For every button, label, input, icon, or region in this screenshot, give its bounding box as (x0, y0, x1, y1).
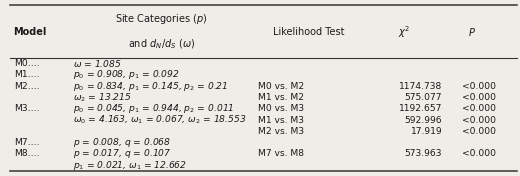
Text: M0 vs. M3: M0 vs. M3 (258, 104, 304, 113)
Text: M0 vs. M2: M0 vs. M2 (258, 82, 304, 91)
Text: <0.000: <0.000 (462, 93, 496, 102)
Text: M8….: M8…. (15, 149, 40, 158)
Text: Site Categories ($p$): Site Categories ($p$) (115, 12, 207, 26)
Text: $p_0$ = 0.045, $p_1$ = 0.944, $p_2$ = 0.011: $p_0$ = 0.045, $p_1$ = 0.944, $p_2$ = 0.… (73, 102, 234, 115)
Text: $p_0$ = 0.834, $p_1$ = 0.145, $p_2$ = 0.21: $p_0$ = 0.834, $p_1$ = 0.145, $p_2$ = 0.… (73, 80, 228, 93)
Text: <0.000: <0.000 (462, 82, 496, 91)
Text: M7 vs. M8: M7 vs. M8 (258, 149, 304, 158)
Text: <0.000: <0.000 (462, 149, 496, 158)
Text: $\omega_2$ = 13.215: $\omega_2$ = 13.215 (73, 91, 132, 104)
Text: $p$ = 0.017, $q$ = 0.107: $p$ = 0.017, $q$ = 0.107 (73, 147, 171, 160)
Text: <0.000: <0.000 (462, 104, 496, 113)
Text: M1 vs. M3: M1 vs. M3 (258, 115, 304, 125)
Text: M3….: M3…. (15, 104, 40, 113)
Text: $p_0$ = 0.908, $p_1$ = 0.092: $p_0$ = 0.908, $p_1$ = 0.092 (73, 68, 179, 81)
Text: 575.077: 575.077 (405, 93, 442, 102)
Text: M2….: M2…. (15, 82, 40, 91)
Text: <0.000: <0.000 (462, 127, 496, 136)
Text: M1….: M1…. (15, 70, 40, 80)
Text: and $d_N/d_S$ ($\omega$): and $d_N/d_S$ ($\omega$) (128, 37, 195, 51)
Text: Model: Model (13, 27, 46, 37)
Text: 1192.657: 1192.657 (399, 104, 442, 113)
Text: $p$ = 0.008, $q$ = 0.068: $p$ = 0.008, $q$ = 0.068 (73, 136, 171, 149)
Text: $P$: $P$ (468, 26, 476, 38)
Text: M7….: M7…. (15, 138, 40, 147)
Text: M2 vs. M3: M2 vs. M3 (258, 127, 304, 136)
Text: 1174.738: 1174.738 (399, 82, 442, 91)
Text: $\omega$ = 1.085: $\omega$ = 1.085 (73, 58, 122, 69)
Text: M0….: M0…. (15, 59, 40, 68)
Text: <0.000: <0.000 (462, 115, 496, 125)
Text: 592.996: 592.996 (405, 115, 442, 125)
Text: $\omega_0$ = 4.163, $\omega_1$ = 0.067, $\omega_2$ = 18.553: $\omega_0$ = 4.163, $\omega_1$ = 0.067, … (73, 114, 246, 126)
Text: $\chi^2$: $\chi^2$ (398, 24, 411, 40)
Text: M1 vs. M2: M1 vs. M2 (258, 93, 304, 102)
Text: $p_1$ = 0.021, $\omega_1$ = 12.662: $p_1$ = 0.021, $\omega_1$ = 12.662 (73, 159, 187, 172)
Text: Likelihood Test: Likelihood Test (272, 27, 344, 37)
Text: 17.919: 17.919 (411, 127, 442, 136)
Text: 573.963: 573.963 (405, 149, 442, 158)
